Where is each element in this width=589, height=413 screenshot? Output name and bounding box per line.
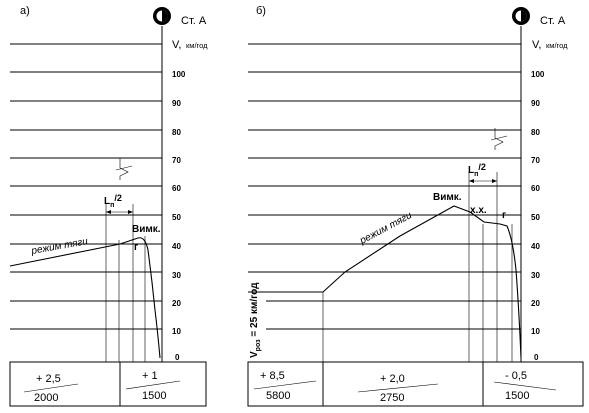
panel-a-ticks: 100 90 80 70 60 50 40 30 20 10 0 (172, 70, 186, 362)
panel-b-g-label: г (502, 210, 506, 221)
panel-b-off-label: Вимк. (433, 192, 462, 203)
panel-b-tick-70: 70 (531, 156, 540, 165)
panel-b-ticks: 100 90 80 70 60 50 40 30 20 10 0 (531, 70, 545, 362)
panel-b-speed-curve (248, 205, 522, 359)
panel-a-tick-70: 70 (172, 156, 181, 165)
panel-a-verticals (105, 204, 146, 362)
panel-b-tick-40: 40 (531, 242, 540, 251)
panel-a: а) Ст. А V, км/год 100 (9, 5, 208, 407)
panel-b-profile: + 8,5 5800 + 2,0 2750 - 0,5 1500 (247, 361, 584, 407)
panel-a-tick-50: 50 (172, 213, 181, 222)
panel-a-g-label: г (134, 242, 138, 253)
panel-b-length-2: 2750 (380, 392, 404, 404)
panel-a-Ln-label: Lп/2 (104, 193, 122, 209)
panel-b: б) Ст. А V, км/год 100 90 80 70 (247, 5, 584, 407)
panel-a-tick-60: 60 (172, 184, 181, 193)
panel-a-axis-title: V, (172, 39, 181, 51)
panel-b-verticals (322, 172, 513, 362)
panel-b-coast-label: х.х. (470, 205, 487, 216)
panel-b-station-label: Ст. А (540, 15, 566, 27)
panel-b-tick-80: 80 (531, 128, 540, 137)
panel-a-grid (10, 43, 162, 330)
panel-a-Ln-dimension: Lп/2 (104, 193, 133, 214)
panel-b-grid (248, 43, 521, 330)
panel-a-tick-40: 40 (172, 242, 181, 251)
panel-b-label: б) (256, 5, 266, 17)
panel-a-tick-20: 20 (172, 299, 181, 308)
panel-a-off-label: Вимк. (132, 224, 161, 235)
panel-b-tick-10: 10 (531, 327, 540, 336)
panel-a-break-mark (119, 158, 129, 180)
panel-b-tick-30: 30 (531, 271, 540, 280)
panel-a-slope-2: + 1 (142, 370, 158, 382)
panel-b-tick-0: 0 (534, 353, 539, 362)
panel-a-tick-100: 100 (172, 70, 186, 79)
panel-b-vroz-label: Vроз = 25 км/год (249, 282, 262, 358)
panel-b-tick-50: 50 (531, 213, 540, 222)
panel-a-tick-10: 10 (172, 327, 181, 336)
panel-b-axis-unit: км/год (546, 41, 568, 50)
panel-a-label: а) (20, 5, 30, 17)
panel-a-tick-90: 90 (172, 99, 181, 108)
panel-b-tick-100: 100 (531, 70, 545, 79)
panel-b-length-3: 1500 (505, 390, 529, 402)
panel-a-tick-80: 80 (172, 128, 181, 137)
panel-b-Ln-label: Lп/2 (468, 162, 486, 178)
panel-b-tick-60: 60 (531, 184, 540, 193)
panel-a-slope-1: + 2,5 (36, 373, 61, 385)
panel-a-length-2: 1500 (142, 390, 166, 402)
panel-b-slope-1: + 8,5 (260, 370, 285, 382)
panel-b-Ln-dimension: Lп/2 (468, 162, 497, 183)
panel-b-tick-20: 20 (531, 299, 540, 308)
panel-a-station-label: Ст. А (181, 15, 207, 27)
panel-b-length-1: 5800 (266, 390, 290, 402)
panel-a-speed-curve (9, 237, 161, 359)
panel-a-mode-label: режим тяги (30, 236, 90, 257)
panel-a-profile: + 2,5 2000 + 1 1500 (9, 361, 207, 407)
panel-b-station-icon (512, 7, 530, 25)
panel-b-break-mark (494, 128, 504, 150)
panel-a-tick-30: 30 (172, 271, 181, 280)
panel-a-station-icon (153, 7, 171, 25)
panel-a-tick-0: 0 (175, 353, 180, 362)
panel-a-length-1: 2000 (34, 392, 58, 404)
panel-b-slope-2: + 2,0 (380, 373, 405, 385)
panel-a-axis-unit: км/год (186, 41, 208, 50)
panel-b-tick-90: 90 (531, 99, 540, 108)
panel-b-axis-title: V, (532, 39, 541, 51)
panel-b-slope-3: - 0,5 (505, 370, 527, 382)
